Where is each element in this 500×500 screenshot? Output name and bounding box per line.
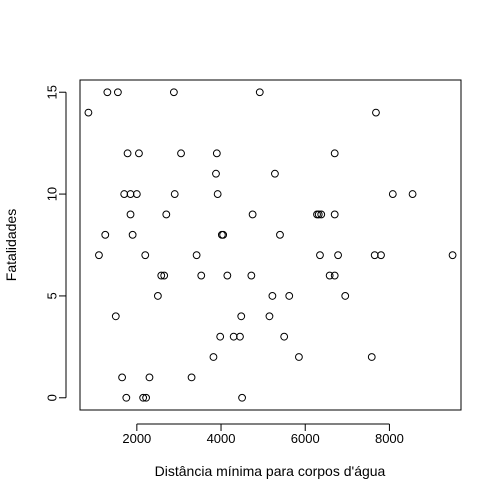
- data-point: [330, 149, 339, 158]
- data-point: [317, 210, 326, 219]
- data-point: [238, 393, 246, 402]
- x-tick-label: 6000: [291, 431, 320, 446]
- data-point: [209, 353, 218, 361]
- y-tick-label: 10: [45, 187, 60, 201]
- x-tick-label: 4000: [207, 431, 236, 446]
- data-point: [341, 292, 350, 300]
- plot-box: [79, 79, 462, 411]
- data-point: [370, 251, 379, 260]
- data-point: [229, 332, 238, 341]
- data-point: [316, 251, 324, 260]
- data-point: [187, 373, 196, 382]
- data-point: [122, 393, 131, 402]
- data-point: [276, 230, 284, 239]
- x-axis: 2000 4000 6000 8000: [122, 423, 404, 446]
- data-point: [162, 210, 171, 219]
- data-point: [84, 108, 93, 117]
- data-point: [325, 271, 334, 280]
- data-point: [132, 190, 141, 198]
- x-tick-label: 2000: [122, 431, 151, 446]
- data-point: [120, 190, 129, 198]
- data-point: [265, 312, 274, 321]
- data-point: [169, 88, 178, 97]
- data-point: [212, 149, 221, 158]
- data-point: [248, 210, 257, 219]
- data-point: [271, 169, 279, 178]
- data-point: [128, 230, 137, 239]
- y-axis: 0 5 10 15: [45, 85, 67, 401]
- data-point: [101, 230, 110, 239]
- data-point: [372, 108, 380, 117]
- data-point: [103, 88, 112, 97]
- data-point: [408, 190, 417, 198]
- data-point: [314, 210, 323, 219]
- data-point: [255, 88, 264, 97]
- data-point: [330, 271, 339, 280]
- data-point: [123, 149, 132, 158]
- data-point: [212, 169, 220, 178]
- data-point: [141, 251, 150, 260]
- data-point: [377, 251, 385, 260]
- data-point: [388, 190, 397, 198]
- data-point: [111, 312, 120, 321]
- data-point: [157, 271, 166, 280]
- data-point: [142, 393, 150, 402]
- data-point: [268, 292, 277, 300]
- data-point: [192, 251, 201, 260]
- data-point: [334, 251, 342, 260]
- data-point: [153, 292, 162, 300]
- x-tick-label: 8000: [375, 431, 404, 446]
- data-point: [197, 271, 206, 280]
- data-point: [280, 332, 289, 341]
- data-point: [223, 271, 232, 280]
- points-layer: [84, 88, 457, 402]
- data-point: [247, 271, 256, 280]
- data-point: [216, 332, 225, 341]
- data-point: [213, 190, 222, 198]
- data-point: [126, 210, 135, 219]
- data-point: [330, 210, 339, 219]
- data-point: [118, 373, 126, 382]
- data-point: [237, 312, 246, 321]
- data-point: [295, 353, 303, 361]
- y-tick-label: 15: [45, 85, 60, 99]
- y-tick-label: 0: [45, 394, 60, 401]
- data-point: [177, 149, 185, 158]
- data-point: [219, 230, 228, 239]
- x-axis-title: Distância mínima para corpos d'água: [155, 463, 386, 479]
- data-point: [139, 393, 148, 402]
- data-point: [367, 353, 376, 361]
- data-point: [236, 332, 244, 341]
- data-point: [113, 88, 122, 97]
- data-point: [126, 190, 135, 198]
- data-point: [95, 251, 103, 260]
- data-point: [145, 373, 154, 382]
- data-point: [285, 292, 294, 300]
- data-point: [160, 271, 169, 280]
- data-point: [135, 149, 143, 158]
- y-axis-title: Fatalidades: [3, 209, 19, 281]
- y-tick-label: 5: [45, 292, 60, 299]
- data-point: [170, 190, 179, 198]
- data-point: [448, 251, 457, 260]
